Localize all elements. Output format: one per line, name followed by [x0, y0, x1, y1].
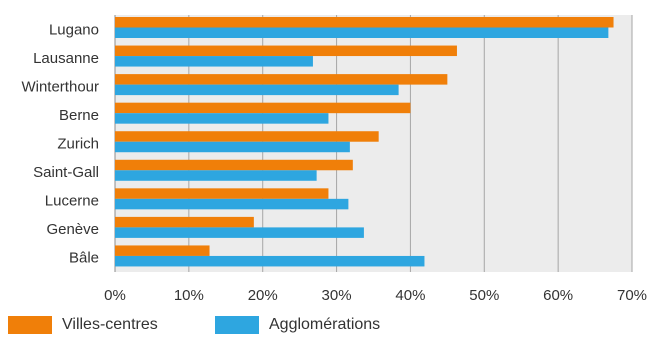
bar-villes-centres-lugano: [115, 17, 614, 28]
category-label-bale: Bâle: [69, 250, 99, 267]
category-label-saint-gall: Saint-Gall: [33, 164, 99, 181]
bars: [115, 17, 614, 267]
x-tick-label: 60%: [543, 287, 573, 304]
bar-agglomerations-geneve: [115, 227, 364, 238]
bar-villes-centres-lucerne: [115, 188, 329, 199]
bar-agglomerations-winterthour: [115, 84, 399, 96]
legend: Villes-centres Agglomérations: [0, 316, 649, 339]
bar-agglomerations-bale: [115, 255, 425, 267]
category-label-berne: Berne: [59, 107, 99, 124]
x-tick-label: 10%: [174, 287, 204, 304]
x-tick-label: 70%: [617, 287, 647, 304]
bar-agglomerations-lugano: [115, 27, 609, 38]
bar-villes-centres-zurich: [115, 131, 379, 142]
bar-villes-centres-lausanne: [115, 45, 457, 57]
bar-villes-centres-winterthour: [115, 74, 448, 85]
category-labels: Lugano Lausanne Winterthour Berne Zurich Sain…: [21, 21, 99, 266]
category-label-lugano: Lugano: [49, 21, 99, 38]
x-tick-label: 40%: [395, 287, 425, 304]
category-label-geneve: Genève: [46, 221, 99, 238]
x-tick-label: 50%: [469, 287, 499, 304]
bar-agglomerations-berne: [115, 113, 329, 124]
bar-villes-centres-berne: [115, 102, 411, 114]
legend-swatch-villes-centres: [8, 316, 52, 334]
x-tick-label: 30%: [322, 287, 352, 304]
legend-swatch-agglomerations: [215, 316, 259, 334]
bar-agglomerations-lausanne: [115, 56, 313, 67]
bar-agglomerations-saint-gall: [115, 170, 317, 181]
legend-label-villes-centres: Villes-centres: [62, 316, 158, 333]
category-label-winterthour: Winterthour: [21, 78, 99, 95]
bar-villes-centres-saint-gall: [115, 159, 353, 171]
bar-agglomerations-lucerne: [115, 198, 349, 210]
legend-item-agglomerations: Agglomérations: [215, 316, 380, 334]
category-label-lucerne: Lucerne: [45, 193, 99, 210]
x-tick-labels: 0% 10% 20% 30% 40% 50% 60% 70%: [104, 287, 647, 304]
x-tick-label: 20%: [248, 287, 278, 304]
legend-item-villes-centres: Villes-centres: [8, 316, 158, 334]
legend-label-agglomerations: Agglomérations: [269, 316, 381, 333]
bar-villes-centres-bale: [115, 245, 210, 256]
bar-agglomerations-zurich: [115, 141, 350, 153]
bar-villes-centres-geneve: [115, 216, 254, 228]
category-label-lausanne: Lausanne: [33, 50, 99, 67]
x-tick-label: 0%: [104, 287, 126, 304]
category-label-zurich: Zurich: [57, 136, 99, 153]
